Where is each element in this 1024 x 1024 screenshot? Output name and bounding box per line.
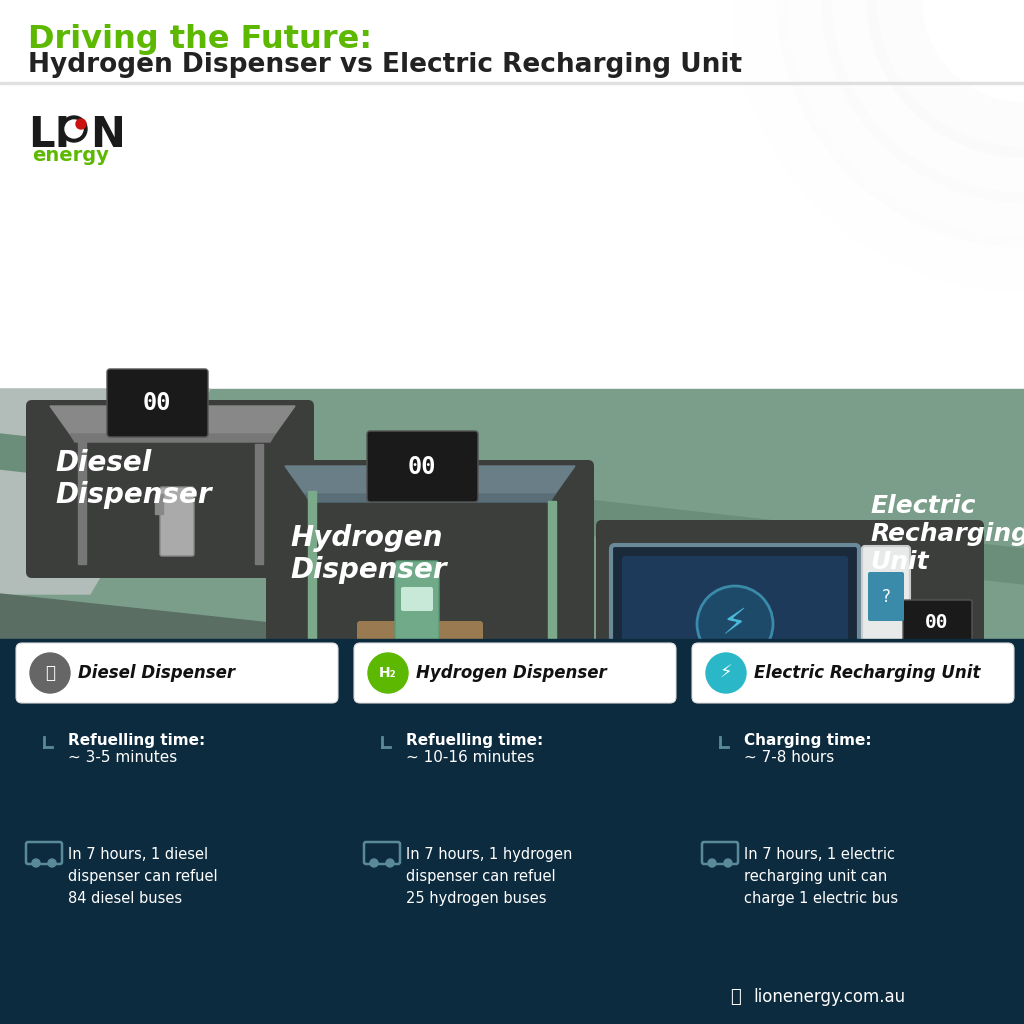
Bar xyxy=(78,434,86,564)
Text: LI: LI xyxy=(28,114,71,156)
Circle shape xyxy=(65,120,83,138)
Polygon shape xyxy=(0,594,1024,754)
Circle shape xyxy=(706,653,746,693)
Text: 00: 00 xyxy=(408,455,436,479)
FancyBboxPatch shape xyxy=(401,587,433,611)
Text: 00: 00 xyxy=(142,391,171,415)
Bar xyxy=(548,501,556,639)
Circle shape xyxy=(386,859,394,867)
Circle shape xyxy=(368,653,408,693)
FancyBboxPatch shape xyxy=(395,561,439,642)
Text: ⚡: ⚡ xyxy=(720,664,732,682)
Text: lionenergy.com.au: lionenergy.com.au xyxy=(753,988,905,1006)
Circle shape xyxy=(48,859,56,867)
FancyBboxPatch shape xyxy=(354,643,676,703)
Polygon shape xyxy=(70,434,275,442)
Text: Electric Recharging Unit: Electric Recharging Unit xyxy=(754,664,981,682)
Text: ~ 3-5 minutes: ~ 3-5 minutes xyxy=(68,750,177,765)
Circle shape xyxy=(30,653,70,693)
FancyBboxPatch shape xyxy=(26,400,314,578)
FancyBboxPatch shape xyxy=(106,369,208,437)
Polygon shape xyxy=(600,524,980,714)
FancyBboxPatch shape xyxy=(16,643,338,703)
Text: ⚡: ⚡ xyxy=(722,607,748,641)
FancyBboxPatch shape xyxy=(903,600,972,646)
FancyBboxPatch shape xyxy=(868,572,904,621)
Polygon shape xyxy=(0,434,1024,584)
Bar xyxy=(0,0,1024,394)
FancyBboxPatch shape xyxy=(862,546,910,657)
Text: Driving the Future:: Driving the Future: xyxy=(28,24,372,55)
Text: Electric
Recharging
Unit: Electric Recharging Unit xyxy=(870,495,1024,573)
Bar xyxy=(155,494,163,514)
Text: In 7 hours, 1 hydrogen
dispenser can refuel
25 hydrogen buses: In 7 hours, 1 hydrogen dispenser can ref… xyxy=(406,847,572,906)
Text: Charging time:: Charging time: xyxy=(744,732,871,748)
Circle shape xyxy=(32,859,40,867)
FancyBboxPatch shape xyxy=(692,643,1014,703)
Polygon shape xyxy=(50,406,295,434)
Text: 🌐: 🌐 xyxy=(730,988,740,1006)
Circle shape xyxy=(724,859,732,867)
FancyBboxPatch shape xyxy=(357,621,483,652)
Text: energy: energy xyxy=(32,146,109,165)
Polygon shape xyxy=(270,464,590,654)
Circle shape xyxy=(370,859,378,867)
Text: ~ 10-16 minutes: ~ 10-16 minutes xyxy=(406,750,535,765)
Polygon shape xyxy=(305,494,555,502)
Text: H₂: H₂ xyxy=(379,666,397,680)
Text: In 7 hours, 1 electric
recharging unit can
charge 1 electric bus: In 7 hours, 1 electric recharging unit c… xyxy=(744,847,898,906)
Text: In 7 hours, 1 diesel
dispenser can refuel
84 diesel buses: In 7 hours, 1 diesel dispenser can refue… xyxy=(68,847,218,906)
Text: Refuelling time:: Refuelling time: xyxy=(406,732,544,748)
Text: 00: 00 xyxy=(926,613,949,633)
FancyBboxPatch shape xyxy=(611,545,859,703)
FancyBboxPatch shape xyxy=(266,460,594,658)
Text: Hydrogen
Dispenser: Hydrogen Dispenser xyxy=(290,524,446,585)
Text: Hydrogen Dispenser vs Electric Recharging Unit: Hydrogen Dispenser vs Electric Rechargin… xyxy=(28,52,742,78)
Bar xyxy=(0,389,1024,1024)
FancyBboxPatch shape xyxy=(367,431,478,502)
Text: N: N xyxy=(90,114,125,156)
FancyBboxPatch shape xyxy=(596,520,984,718)
Text: ?: ? xyxy=(882,588,891,606)
Text: Hydrogen Dispenser: Hydrogen Dispenser xyxy=(416,664,607,682)
Circle shape xyxy=(697,586,773,662)
Circle shape xyxy=(61,116,87,142)
Polygon shape xyxy=(0,389,210,594)
FancyBboxPatch shape xyxy=(622,556,848,692)
Bar xyxy=(0,639,1024,1024)
Text: ~ 7-8 hours: ~ 7-8 hours xyxy=(744,750,835,765)
Text: Diesel
Dispenser: Diesel Dispenser xyxy=(55,449,212,509)
Circle shape xyxy=(708,859,716,867)
FancyBboxPatch shape xyxy=(160,487,194,556)
Circle shape xyxy=(76,119,86,129)
Polygon shape xyxy=(30,404,310,574)
Text: ⛽: ⛽ xyxy=(45,664,55,682)
Text: Refuelling time:: Refuelling time: xyxy=(68,732,205,748)
Bar xyxy=(308,490,316,639)
Bar xyxy=(0,82,1024,84)
Text: Diesel Dispenser: Diesel Dispenser xyxy=(78,664,236,682)
Bar xyxy=(255,444,263,564)
Polygon shape xyxy=(285,466,575,494)
